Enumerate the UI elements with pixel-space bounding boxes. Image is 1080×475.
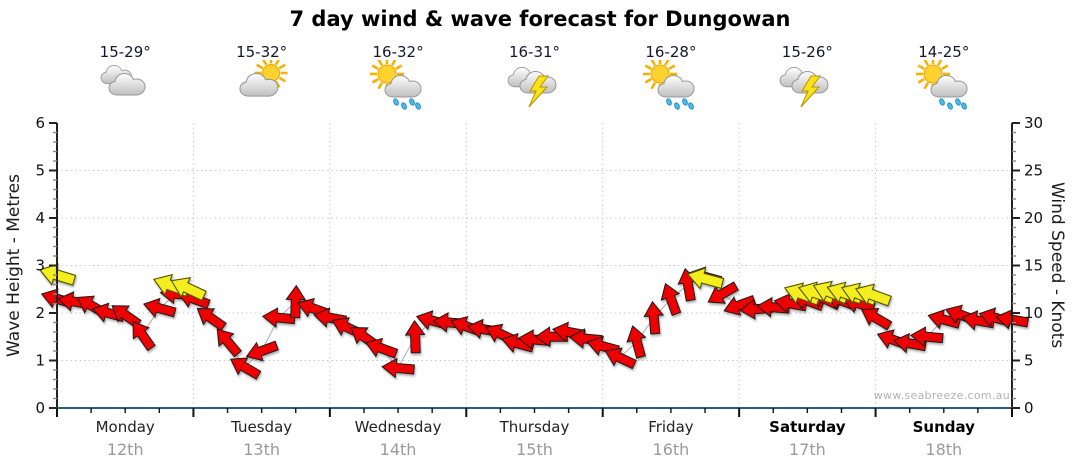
sun-showers-icon [642,57,695,110]
day-temp: 14-25° [918,43,970,61]
wind-arrow [285,284,307,319]
sun-showers-icon [370,57,422,110]
sun-showers-icon [915,57,968,110]
day-temp: 16-28° [645,43,697,61]
wind-arrow [229,357,262,380]
day-date: 16th [652,440,690,459]
day-date: 13th [243,440,281,459]
wind-arrow [660,282,682,316]
wind-arrow-highlight [170,276,207,302]
right-tick-label: 30 [1024,114,1043,132]
left-tick-label: 1 [35,352,45,370]
day-name: Friday [648,418,694,436]
weather-icon [503,60,567,112]
wind-arrow [245,340,279,362]
day-name: Sunday [912,418,975,436]
weather-icon [230,56,294,112]
day-date: 18th [925,440,963,459]
wind-arrow [723,295,757,316]
wind-arrow [143,297,177,318]
cloudy-icon [100,64,146,96]
thunderstorm-icon [779,66,829,108]
day-date: 17th [788,440,826,459]
weather-icon [775,60,839,112]
wind-arrow [196,308,227,332]
day-date: 15th [516,440,553,459]
wind-arrows [38,263,1030,380]
day-temp: 16-32° [372,43,424,61]
right-tick-label: 10 [1024,304,1043,322]
left-tick-label: 0 [35,399,45,417]
wind-arrow [404,319,426,354]
day-name: Tuesday [231,418,293,436]
left-tick-label: 6 [35,114,45,132]
page-title: 7 day wind & wave forecast for Dungowan [289,7,791,31]
weather-icon [912,57,976,112]
wind-arrow [216,328,242,358]
right-tick-label: 5 [1024,352,1034,370]
axes: 0 1 2 3 4 5 6 0 5 10 15 20 25 30 [35,114,1043,417]
left-tick-label: 2 [35,304,45,322]
watermark: www.seabreeze.com.au [873,389,1010,402]
day-name: Thursday [499,418,570,436]
weather-icon [366,57,430,112]
wind-arrow [365,337,399,359]
wind-arrow [643,300,665,335]
wind-arrow [860,307,893,331]
day-name: Monday [95,418,155,436]
wind-arrow [132,321,156,352]
right-tick-label: 0 [1024,399,1034,417]
wind-arrow-highlight [854,283,893,307]
day-temp: 16-31° [508,43,561,61]
wind-arrow [381,357,415,379]
left-tick-label: 4 [35,209,45,227]
left-tick-label: 3 [35,257,45,275]
day-temp: 15-32° [236,43,288,61]
left-tick-label: 5 [35,162,45,180]
partly-cloudy-icon [239,56,288,97]
right-tick-label: 20 [1024,209,1043,227]
weather-icon [93,60,157,112]
day-name: Wednesday [354,418,442,436]
wind-arrow [909,326,944,348]
day-temp: 15-26° [781,43,833,61]
weather-icon [639,57,703,112]
day-date: 12th [106,440,144,459]
right-tick-label: 25 [1024,162,1043,180]
day-name: Saturday [769,418,846,436]
wind-arrow [604,347,637,370]
day-temp: 15-29° [99,43,151,61]
right-axis-title: Wind Speed - Knots [1047,182,1067,349]
gridlines [57,123,1012,408]
right-tick-label: 15 [1024,257,1043,275]
wind-arrow [626,325,647,359]
thunderstorm-icon [507,66,557,108]
wind-arrow-highlight [686,267,725,290]
day-date: 14th [379,440,417,459]
left-axis-title: Wave Height - Metres [4,174,24,357]
